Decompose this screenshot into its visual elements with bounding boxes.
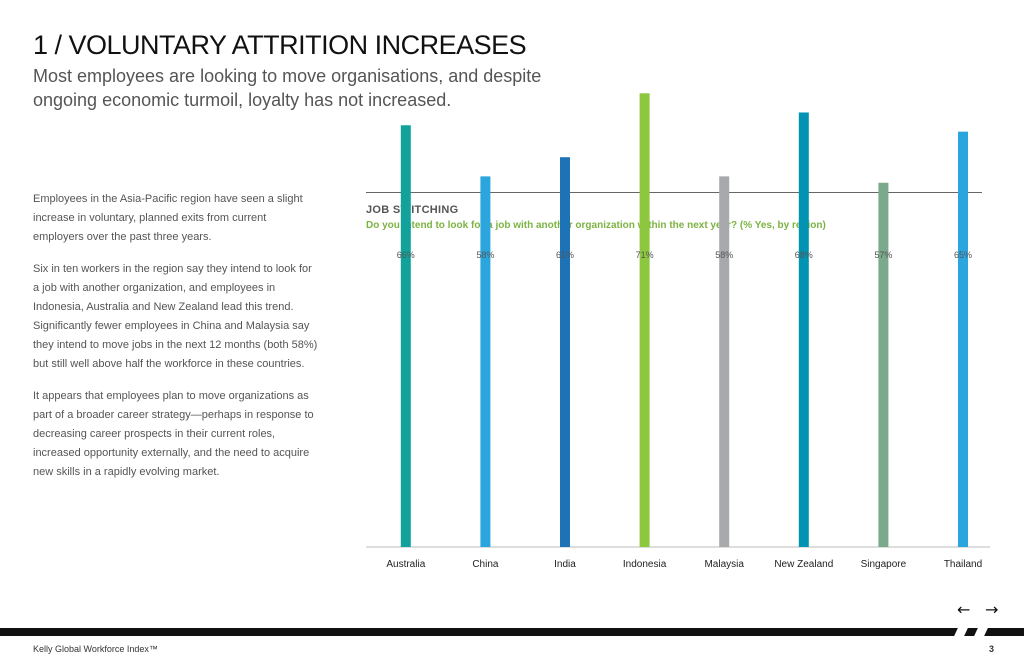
category-label: Malaysia bbox=[704, 559, 744, 570]
category-label: Thailand bbox=[944, 559, 982, 570]
data-label: 57% bbox=[874, 250, 892, 260]
bar bbox=[560, 157, 570, 547]
category-label: China bbox=[472, 559, 499, 570]
data-label: 61% bbox=[556, 250, 574, 260]
bar bbox=[639, 93, 650, 547]
chart-question: Do you intend to look for a job with ano… bbox=[366, 220, 826, 231]
page-subtitle: Most employees are looking to move organ… bbox=[33, 66, 542, 110]
page-title: 1 / VOLUNTARY ATTRITION INCREASES bbox=[33, 30, 527, 60]
bar bbox=[878, 182, 889, 547]
bar bbox=[958, 131, 968, 547]
arrow-right-icon[interactable]: → bbox=[985, 600, 999, 619]
chart-label: JOB SWITCHING bbox=[366, 204, 459, 216]
category-label: Indonesia bbox=[623, 559, 667, 570]
page-number: 3 bbox=[988, 644, 994, 654]
bar bbox=[798, 112, 809, 547]
bar bbox=[719, 176, 730, 547]
paragraph: Six in ten workers in the region say the… bbox=[33, 263, 318, 370]
category-label: Singapore bbox=[861, 559, 907, 570]
data-label: 58% bbox=[476, 250, 494, 260]
paragraph: It appears that employees plan to move o… bbox=[33, 390, 314, 478]
data-label: 71% bbox=[636, 250, 654, 260]
arrow-left-icon[interactable]: ← bbox=[957, 600, 971, 619]
category-label: India bbox=[554, 559, 576, 570]
footer-bar bbox=[0, 628, 1024, 636]
data-label: 65% bbox=[954, 250, 972, 260]
footer-brand: Kelly Global Workforce Index™ bbox=[33, 644, 158, 654]
data-label: 58% bbox=[715, 250, 733, 260]
chart-top-rule bbox=[366, 192, 982, 193]
category-label: New Zealand bbox=[774, 559, 833, 570]
bar bbox=[480, 176, 491, 547]
paragraph: Employees in the Asia-Pacific region hav… bbox=[33, 193, 303, 243]
category-label: Australia bbox=[386, 559, 425, 570]
data-label: 66% bbox=[397, 250, 415, 260]
bar bbox=[400, 125, 411, 547]
job-switching-chart: 66% Australia 58% China 61% India 71% Indonesia… bbox=[366, 93, 990, 570]
body-text: Employees in the Asia-Pacific region hav… bbox=[33, 190, 318, 495]
data-label: 68% bbox=[795, 250, 813, 260]
